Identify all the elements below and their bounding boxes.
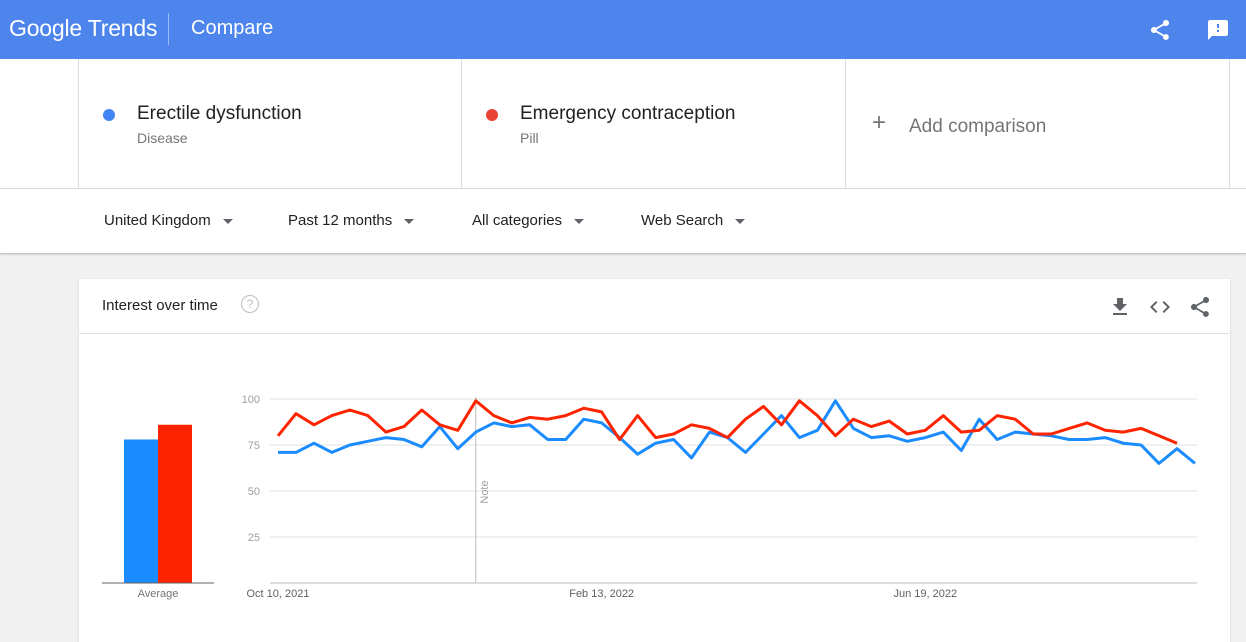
caret-down-icon — [735, 218, 746, 224]
top-bar: Google Trends Compare — [0, 0, 1246, 59]
y-tick-label: 50 — [248, 486, 260, 498]
time-range-value: Past 12 months — [288, 212, 393, 229]
x-tick-label: Oct 10, 2021 — [247, 588, 310, 600]
term-name: Erectile dysfunction — [137, 103, 302, 124]
plus-icon: + — [872, 109, 887, 136]
category-value: All categories — [472, 212, 563, 229]
embed-icon[interactable] — [1148, 295, 1172, 319]
term-type: Disease — [137, 130, 188, 146]
x-tick-label: Jun 19, 2022 — [893, 588, 957, 600]
y-tick-label: 25 — [248, 532, 260, 544]
share-icon[interactable] — [1188, 295, 1212, 319]
header-divider — [168, 13, 169, 45]
series-line-2 — [276, 399, 1178, 445]
category-dropdown[interactable]: All categories — [472, 212, 585, 229]
region-dropdown[interactable]: United Kingdom — [104, 212, 233, 229]
share-icon[interactable] — [1148, 18, 1172, 42]
panel-title: Interest over time — [102, 297, 218, 314]
filter-bar: United Kingdom Past 12 months All catego… — [0, 189, 1246, 254]
page-title: Compare — [191, 17, 274, 39]
average-bar-1 — [124, 439, 158, 583]
search-type-dropdown[interactable]: Web Search — [641, 212, 746, 229]
term-type: Pill — [520, 130, 539, 146]
average-bar-2 — [158, 424, 192, 583]
note-label: Note — [479, 480, 491, 503]
search-type-value: Web Search — [641, 212, 724, 229]
caret-down-icon — [574, 218, 585, 224]
average-label: Average — [138, 588, 179, 600]
caret-down-icon — [404, 218, 415, 224]
caret-down-icon — [222, 218, 233, 224]
google-trends-logo[interactable]: Google Trends — [9, 15, 158, 41]
region-value: United Kingdom — [104, 212, 211, 229]
y-tick-label: 75 — [248, 440, 260, 452]
time-range-dropdown[interactable]: Past 12 months — [288, 212, 415, 229]
term-card-1[interactable]: Erectile dysfunction Disease — [78, 59, 462, 188]
term-card-2[interactable]: Emergency contraception Pill — [461, 59, 846, 188]
term-color-dot — [486, 109, 498, 121]
comparison-terms: Erectile dysfunction Disease Emergency c… — [0, 59, 1246, 189]
help-icon[interactable]: ? — [241, 295, 259, 313]
term-color-dot — [103, 109, 115, 121]
add-comparison-button[interactable]: + Add comparison — [845, 59, 1230, 188]
term-name: Emergency contraception — [520, 103, 736, 124]
y-tick-label: 100 — [242, 394, 260, 406]
download-icon[interactable] — [1108, 295, 1132, 319]
x-tick-label: Feb 13, 2022 — [569, 588, 634, 600]
add-comparison-label: Add comparison — [909, 116, 1047, 137]
feedback-icon[interactable] — [1206, 18, 1230, 42]
panel-header: Interest over time ? — [79, 279, 1230, 334]
interest-over-time-panel: Interest over time ? — [79, 279, 1230, 642]
